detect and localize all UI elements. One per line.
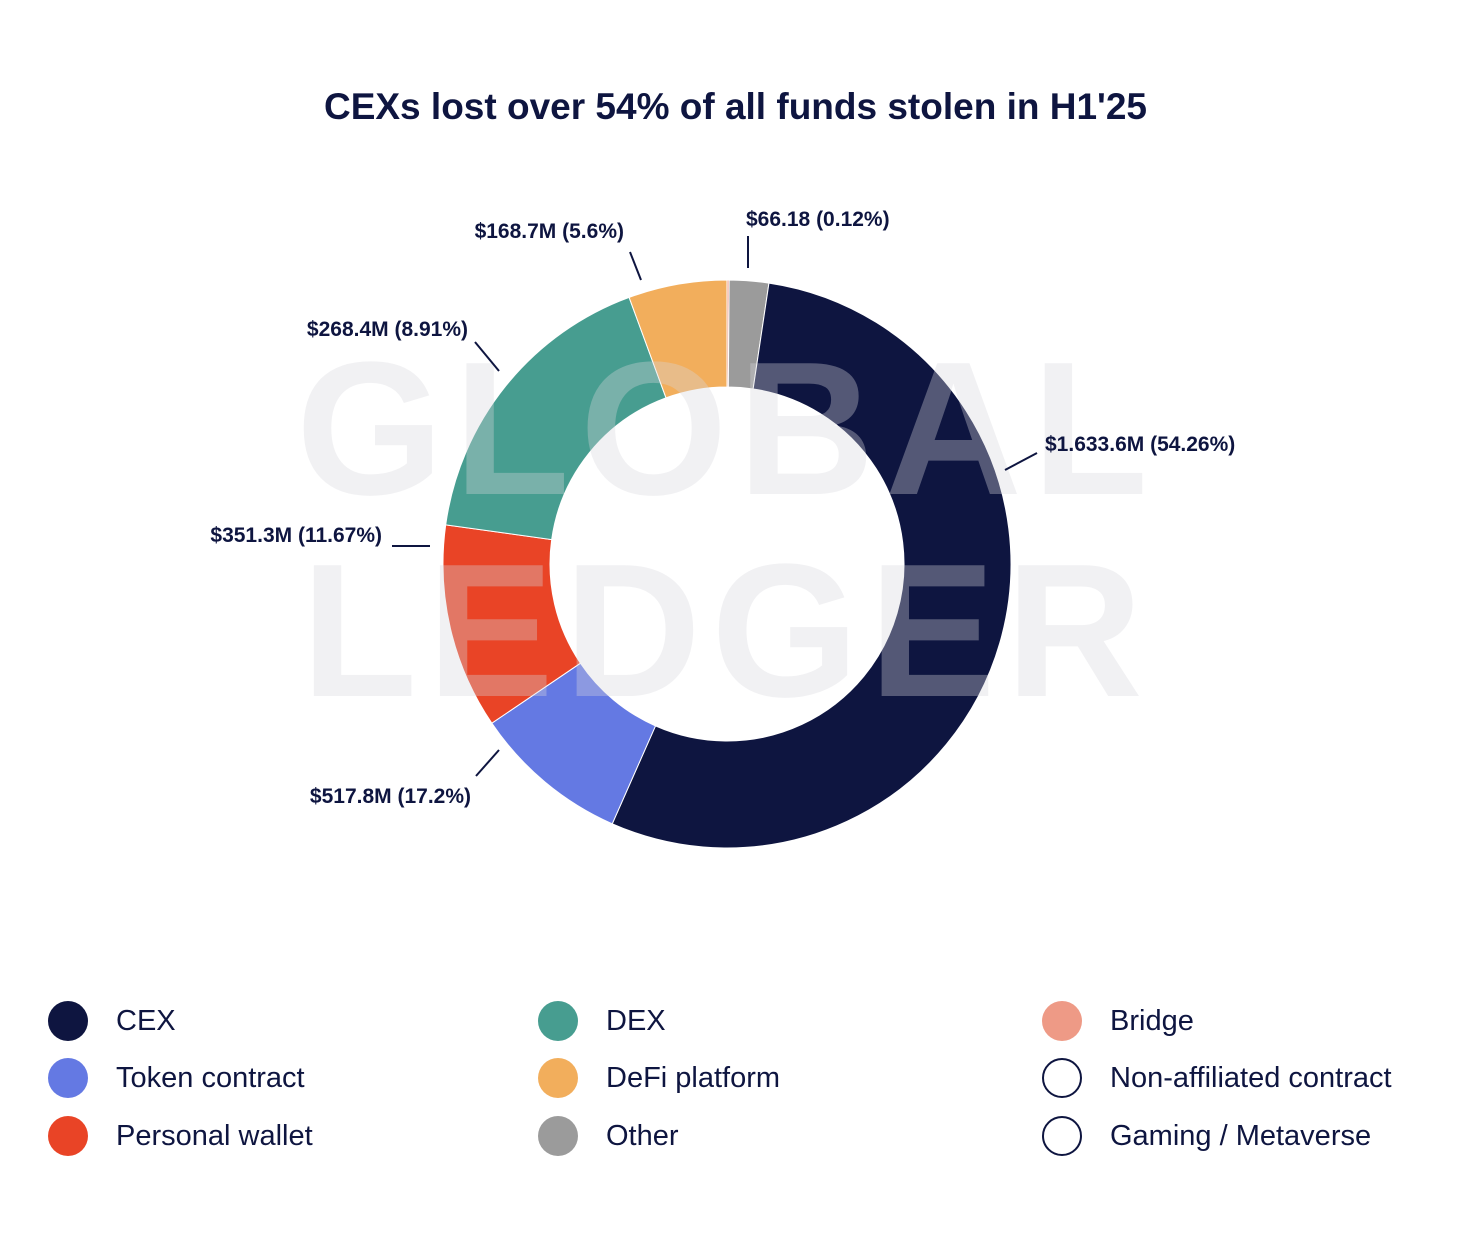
watermark-line-1: GLOBAL <box>296 323 1158 535</box>
leader-line <box>1004 452 1038 471</box>
legend-item: Personal wallet <box>48 1116 313 1156</box>
legend-item: CEX <box>48 1001 176 1041</box>
legend-swatch-icon <box>538 1058 578 1098</box>
legend-swatch-icon <box>1042 1058 1082 1098</box>
legend-label: Personal wallet <box>116 1119 313 1152</box>
legend-swatch-icon <box>48 1001 88 1041</box>
legend-label: Bridge <box>1110 1004 1194 1037</box>
legend-item: DEX <box>538 1001 666 1041</box>
legend-swatch-icon <box>48 1058 88 1098</box>
legend-item: DeFi platform <box>538 1058 780 1098</box>
legend-swatch-icon <box>48 1116 88 1156</box>
legend-item: Bridge <box>1042 1001 1194 1041</box>
legend-swatch-icon <box>538 1116 578 1156</box>
data-label: $168.7M (5.6%) <box>475 220 624 243</box>
legend-label: Non-affiliated contract <box>1110 1061 1392 1094</box>
data-label: $517.8M (17.2%) <box>310 785 471 808</box>
legend-label: Gaming / Metaverse <box>1110 1119 1372 1152</box>
legend-label: Other <box>606 1119 679 1152</box>
chart-title: CEXs lost over 54% of all funds stolen i… <box>323 86 1147 127</box>
legend-item: Token contract <box>48 1058 305 1098</box>
legend-item: Other <box>538 1116 679 1156</box>
leader-line <box>475 749 500 777</box>
data-label: $268.4M (8.91%) <box>307 318 468 341</box>
legend-label: Token contract <box>116 1061 305 1094</box>
data-label: $351.3M (11.67%) <box>210 524 382 547</box>
slice-defi-platform[interactable] <box>628 279 728 399</box>
legend-item: Non-affiliated contract <box>1042 1058 1392 1098</box>
leader-line <box>474 341 500 372</box>
legend-item: Gaming / Metaverse <box>1042 1116 1371 1156</box>
watermark-line-2: LEDGER <box>301 525 1153 737</box>
data-label: $1.633.6M (54.26%) <box>1045 433 1235 456</box>
leader-line <box>629 251 642 281</box>
legend-label: DeFi platform <box>606 1061 781 1094</box>
slice-cex[interactable] <box>611 282 1012 849</box>
legend-label: CEX <box>116 1004 176 1037</box>
legend-label: DEX <box>606 1004 666 1037</box>
legend-swatch-icon <box>1042 1116 1082 1156</box>
legend-swatch-icon <box>1042 1001 1082 1041</box>
legend-swatch-icon <box>538 1001 578 1041</box>
data-label: $66.18 (0.12%) <box>746 208 890 231</box>
